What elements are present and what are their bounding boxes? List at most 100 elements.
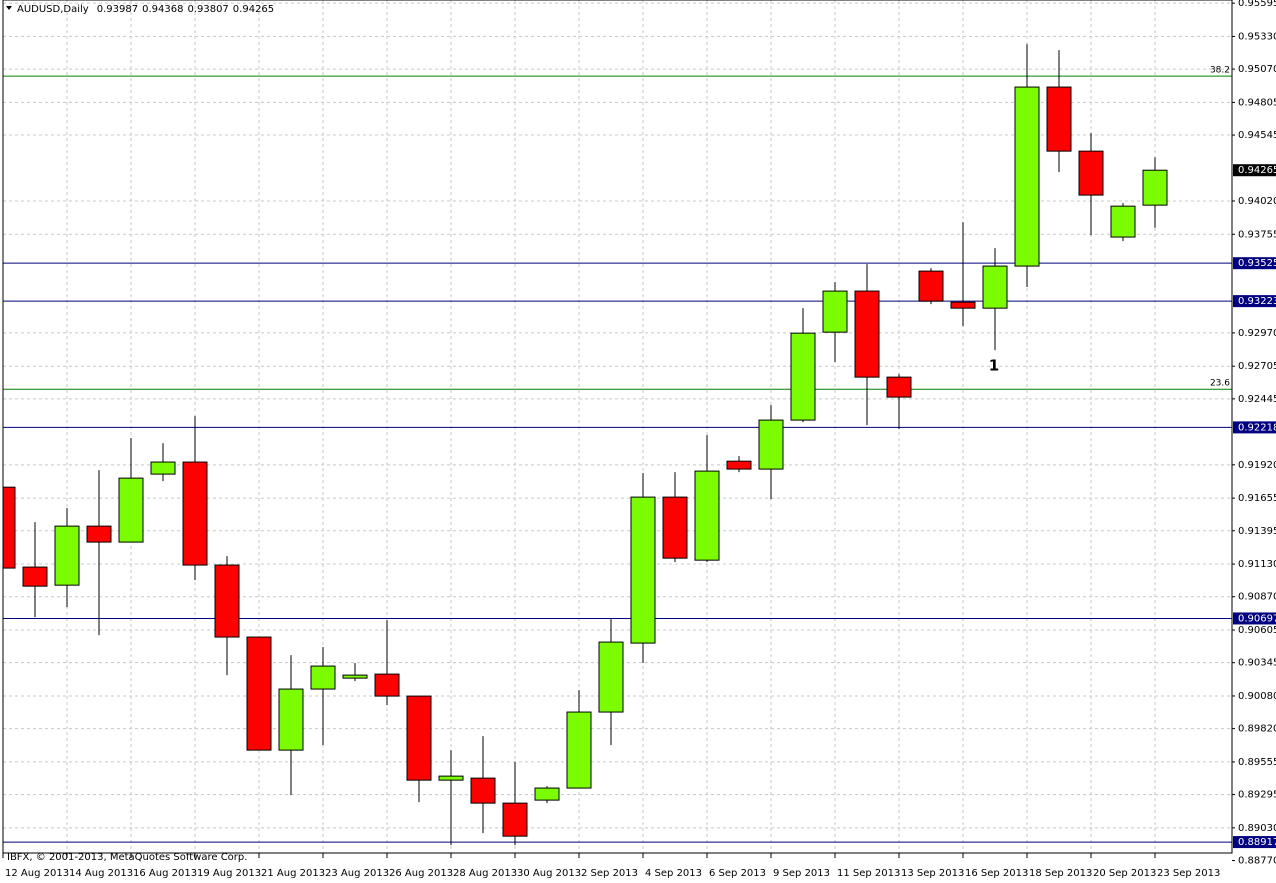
fib-label: 23.6 [1210,379,1230,389]
level-label: 0.93223 [1238,296,1276,307]
fib-label: 38.2 [1210,66,1230,76]
y-tick-label: 0.92445 [1238,394,1276,405]
level-label-bg [1233,612,1276,625]
plot-frame [2,0,1233,854]
candle-body [502,802,528,837]
x-tick-label: 20 Sep 2013 [1093,868,1156,879]
header-value: 0.94368 [142,4,183,15]
header-value: 0.93987 [97,4,138,15]
last-price-bg [1233,164,1276,177]
y-tick-label: 0.91130 [1238,559,1276,570]
candle-body [982,265,1008,309]
candle-body [342,674,368,679]
candle-body [822,290,848,333]
x-tick-label: 21 Aug 2013 [261,868,325,879]
annotation: 1 [989,357,999,375]
level-label: 0.88917 [1238,837,1276,848]
candle-body [886,376,912,398]
candle-body [1078,150,1104,196]
y-tick-label: 0.91920 [1238,460,1276,471]
candle-body [790,332,816,421]
level-label: 0.90697 [1238,613,1276,624]
candle-body [214,564,240,638]
y-tick-label: 0.95595 [1238,0,1276,9]
x-tick-label: 30 Aug 2013 [517,868,581,879]
candle-body [598,641,624,713]
candle-body [694,470,720,561]
level-label-bg [1233,421,1276,434]
x-tick-label: 6 Sep 2013 [709,868,766,879]
y-tick-label: 0.89820 [1238,724,1276,735]
y-tick-label: 0.92705 [1238,361,1276,372]
y-tick-label: 0.91655 [1238,493,1276,504]
candle-body [1110,205,1136,238]
candle-body [3,486,16,569]
y-tick-label: 0.92970 [1238,328,1276,339]
candles [3,44,1168,846]
x-tick-label: 14 Aug 2013 [69,868,133,879]
x-tick-label: 16 Sep 2013 [965,868,1028,879]
y-tick-label: 0.95330 [1238,31,1276,42]
level-label: 0.93525 [1238,258,1276,269]
x-tick-label: 18 Sep 2013 [1029,868,1092,879]
chart-title: AUDUSD,Daily [17,4,89,15]
candle-body [566,711,592,789]
candle-body [1046,86,1072,152]
header-value: 0.94265 [233,4,274,15]
candle-body [1014,86,1040,267]
level-label-bg [1233,295,1276,308]
x-tick-label: 13 Sep 2013 [901,868,964,879]
y-tick-label: 0.90605 [1238,625,1276,636]
candle-body [310,665,336,690]
y-tick-label: 0.90080 [1238,691,1276,702]
y-tick-label: 0.89295 [1238,790,1276,801]
candle-body [534,787,560,801]
y-tick-label: 0.94020 [1238,196,1276,207]
x-tick-label: 2 Sep 2013 [581,868,638,879]
candle-body [470,777,496,804]
candle-body [630,496,656,644]
y-tick-label: 0.95070 [1238,64,1276,75]
x-tick-label: 23 Sep 2013 [1157,868,1220,879]
candle-body [918,270,944,302]
candle-body [374,673,400,697]
candle-body [758,419,784,470]
candle-body [118,477,144,543]
candle-body [54,525,80,586]
x-tick-label: 19 Aug 2013 [197,868,261,879]
y-tick-label: 0.90345 [1238,658,1276,669]
x-tick-label: 11 Sep 2013 [837,868,900,879]
level-label-bg [1233,836,1276,849]
last-price-label: 0.94265 [1238,165,1276,176]
candle-body [662,496,688,559]
candle-body [1142,169,1168,206]
menu-triangle [6,6,12,10]
y-tick-label: 0.94545 [1238,130,1276,141]
x-tick-label: 16 Aug 2013 [133,868,197,879]
candle-body [150,461,176,475]
x-tick-label: 23 Aug 2013 [325,868,389,879]
x-tick-label: 28 Aug 2013 [453,868,517,879]
y-tick-label: 0.90870 [1238,592,1276,603]
candle-body [726,460,752,470]
level-label: 0.92218 [1238,422,1276,433]
y-tick-label: 0.94805 [1238,97,1276,108]
candle-body [438,775,464,781]
candle-body [22,566,48,587]
header-value: 0.93807 [187,4,228,15]
x-tick-label: 26 Aug 2013 [389,868,453,879]
y-tick-label: 0.93755 [1238,229,1276,240]
candle-body [406,695,432,781]
y-tick-label: 0.91395 [1238,526,1276,537]
y-tick-label: 0.89555 [1238,757,1276,768]
x-tick-label: 4 Sep 2013 [645,868,702,879]
candle-body [246,636,272,751]
candle-body [182,461,208,566]
candle-body [278,688,304,751]
candle-body [950,301,976,309]
candle-body [86,525,112,543]
y-tick-label: 0.88770 [1238,856,1276,867]
